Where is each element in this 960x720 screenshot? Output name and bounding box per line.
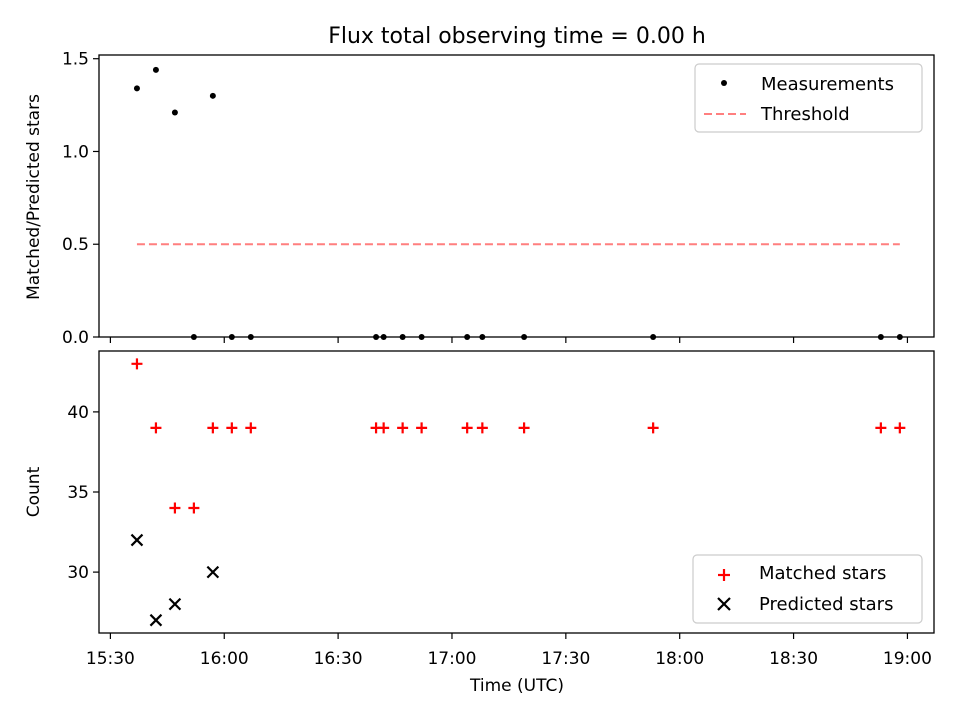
y-tick-label: 1.5 bbox=[62, 50, 89, 70]
matched-star-point bbox=[875, 422, 887, 434]
x-axis-label: Time (UTC) bbox=[469, 676, 564, 696]
measurement-point bbox=[152, 66, 159, 73]
predicted-star-point bbox=[168, 597, 182, 611]
legend-matched-marker bbox=[718, 569, 730, 581]
x-tick-label: 17:30 bbox=[541, 649, 590, 669]
top-panel: Matched/Predicted stars 0.0 0.5 1.0 1.5 Mea… bbox=[24, 50, 935, 348]
y-tick-label: 35 bbox=[67, 483, 89, 503]
y-tick-label: 30 bbox=[67, 563, 89, 583]
matched-star-point bbox=[188, 502, 200, 514]
matched-star-point bbox=[131, 358, 143, 370]
x-tick-label: 19:00 bbox=[883, 649, 932, 669]
x-tick-label: 18:00 bbox=[655, 649, 704, 669]
x-tick-label: 17:00 bbox=[427, 649, 476, 669]
bottom-axis-ticks: 30 35 40 bbox=[67, 403, 909, 639]
legend-threshold-label: Threshold bbox=[760, 104, 850, 125]
bottom-axes-frame bbox=[98, 350, 935, 634]
top-ylabel: Matched/Predicted stars bbox=[24, 94, 44, 300]
y-tick-label: 40 bbox=[67, 403, 89, 423]
matched-star-point bbox=[416, 422, 428, 434]
x-tick-label: 18:30 bbox=[769, 649, 818, 669]
matched-star-point bbox=[476, 422, 488, 434]
y-tick-label: 1.0 bbox=[62, 142, 89, 162]
top-legend-box bbox=[694, 63, 923, 133]
figure-title: Flux total observing time = 0.00 h bbox=[328, 24, 706, 49]
legend-matched-label: Matched stars bbox=[759, 563, 886, 584]
legend-measurements-label: Measurements bbox=[761, 74, 894, 95]
x-tick-label: 16:30 bbox=[314, 649, 363, 669]
y-tick-label: 0.5 bbox=[62, 235, 89, 255]
bottom-panel: Count 30 35 40 Matched stars Predicted sta… bbox=[24, 350, 935, 639]
legend-predicted-label: Predicted stars bbox=[759, 594, 893, 615]
y-tick-label: 0.0 bbox=[62, 328, 89, 348]
matched-star-point bbox=[518, 422, 530, 434]
bottom-ylabel: Count bbox=[24, 466, 44, 517]
x-tick-label: 16:00 bbox=[200, 649, 249, 669]
matched-star-point bbox=[894, 422, 906, 434]
predicted-star-point bbox=[149, 613, 163, 627]
matched-star-point bbox=[647, 422, 659, 434]
measurement-point bbox=[171, 109, 178, 116]
bottom-legend: Matched stars Predicted stars bbox=[692, 554, 923, 624]
predicted-star-point bbox=[206, 565, 220, 579]
legend-predicted-marker bbox=[717, 597, 731, 611]
x-tick-label: 15:30 bbox=[86, 649, 135, 669]
legend-measurements-marker bbox=[721, 80, 727, 86]
predicted-star-point bbox=[130, 533, 144, 547]
measurement-point bbox=[209, 92, 216, 99]
matched-star-point bbox=[150, 422, 162, 434]
top-legend: Measurements Threshold bbox=[694, 63, 923, 133]
top-axes-frame bbox=[98, 54, 935, 338]
matched-star-point bbox=[378, 422, 390, 434]
matched-star-point bbox=[461, 422, 473, 434]
matched-star-point bbox=[207, 422, 219, 434]
matched-star-point bbox=[169, 502, 181, 514]
bottom-plot-area bbox=[130, 358, 906, 627]
matched-star-point bbox=[226, 422, 238, 434]
top-axis-ticks: 0.0 0.5 1.0 1.5 bbox=[62, 50, 909, 348]
matched-star-point bbox=[397, 422, 409, 434]
x-axis-ticks: 15:30 16:00 16:30 17:00 17:30 18:00 18:30 19:00 bbox=[86, 649, 932, 669]
measurement-point bbox=[133, 85, 140, 92]
bottom-legend-box bbox=[692, 554, 923, 624]
matched-star-point bbox=[245, 422, 257, 434]
